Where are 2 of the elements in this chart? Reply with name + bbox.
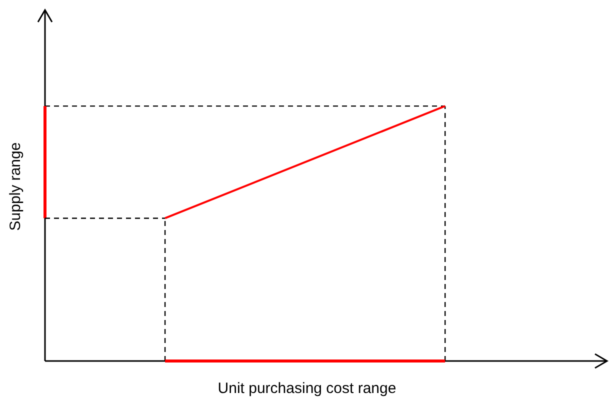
y-axis-title: Supply range: [7, 142, 24, 231]
x-axis-title: Unit purchasing cost range: [218, 380, 396, 397]
